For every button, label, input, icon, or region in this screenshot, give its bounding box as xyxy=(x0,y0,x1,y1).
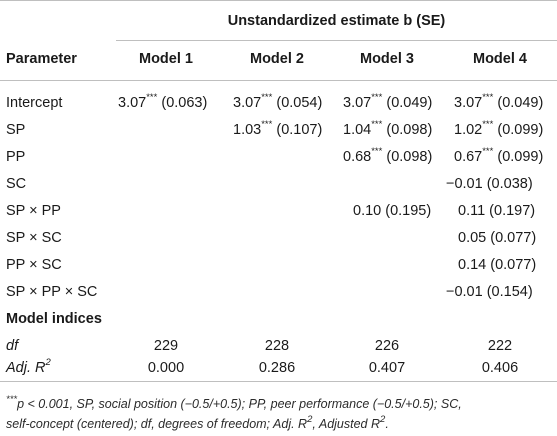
df-model-1: 229 xyxy=(153,338,179,354)
table-cell: 1.03*** (0.107) xyxy=(233,119,323,138)
row-label-pp: PP xyxy=(6,149,26,165)
footnote-line-2: self-concept (centered); df, degrees of … xyxy=(6,413,389,431)
row-label-pp-x-sc: PP × SC xyxy=(6,257,62,273)
model-4-header: Model 4 xyxy=(473,51,527,67)
adj-r2-label: Adj. R2 xyxy=(6,357,51,376)
adj-r2-model-2: 0.286 xyxy=(258,360,296,376)
group-header: Unstandardized estimate b (SE) xyxy=(227,13,446,29)
table-cell: 0.11 (0.197) xyxy=(458,203,536,219)
df-model-3: 226 xyxy=(374,338,400,354)
row-label-sp-x-pp: SP × PP xyxy=(6,203,61,219)
table-cell: 1.02*** (0.099) xyxy=(454,119,544,138)
table-cell: 3.07*** (0.049) xyxy=(454,92,544,111)
table-cell: −0.01 (0.038) xyxy=(446,176,533,192)
adj-r2-model-4: 0.406 xyxy=(481,360,519,376)
model-1-header: Model 1 xyxy=(139,51,193,67)
row-label-sp-x-sc: SP × SC xyxy=(6,230,62,246)
df-label: df xyxy=(6,338,19,354)
header-bottom-rule xyxy=(0,80,557,81)
table-footnote: ***p < 0.001, SP, social position (−0.5/… xyxy=(6,394,551,434)
model-indices-header: Model indices xyxy=(6,311,102,327)
table-cell: 3.07*** (0.049) xyxy=(343,92,433,111)
table-cell: 0.68*** (0.098) xyxy=(343,146,433,165)
table-bottom-rule xyxy=(0,381,557,382)
parameter-header: Parameter xyxy=(6,51,77,67)
row-label-sp-x-pp-x-sc: SP × PP × SC xyxy=(6,284,98,300)
df-model-4: 222 xyxy=(487,338,513,354)
table-cell: 0.05 (0.077) xyxy=(458,230,537,246)
df-model-2: 228 xyxy=(264,338,290,354)
row-label-intercept: Intercept xyxy=(6,95,63,111)
table-cell: 0.14 (0.077) xyxy=(458,257,537,273)
table-cell: 1.04*** (0.098) xyxy=(343,119,433,138)
table-cell: 0.67*** (0.099) xyxy=(454,146,544,165)
adj-r2-model-3: 0.407 xyxy=(368,360,406,376)
table-cell: −0.01 (0.154) xyxy=(446,284,533,300)
adj-r2-model-1: 0.000 xyxy=(147,360,185,376)
group-header-rule xyxy=(116,40,557,41)
row-label-sc: SC xyxy=(6,176,27,192)
table-cell: 3.07*** (0.063) xyxy=(118,92,208,111)
row-label-sp: SP xyxy=(6,122,26,138)
table-cell: 3.07*** (0.054) xyxy=(233,92,323,111)
table-cell: 0.10 (0.195) xyxy=(353,203,432,219)
table-top-rule xyxy=(0,0,557,1)
model-2-header: Model 2 xyxy=(250,51,304,67)
footnote-line-1: ***p < 0.001, SP, social position (−0.5/… xyxy=(6,393,462,411)
model-3-header: Model 3 xyxy=(360,51,414,67)
